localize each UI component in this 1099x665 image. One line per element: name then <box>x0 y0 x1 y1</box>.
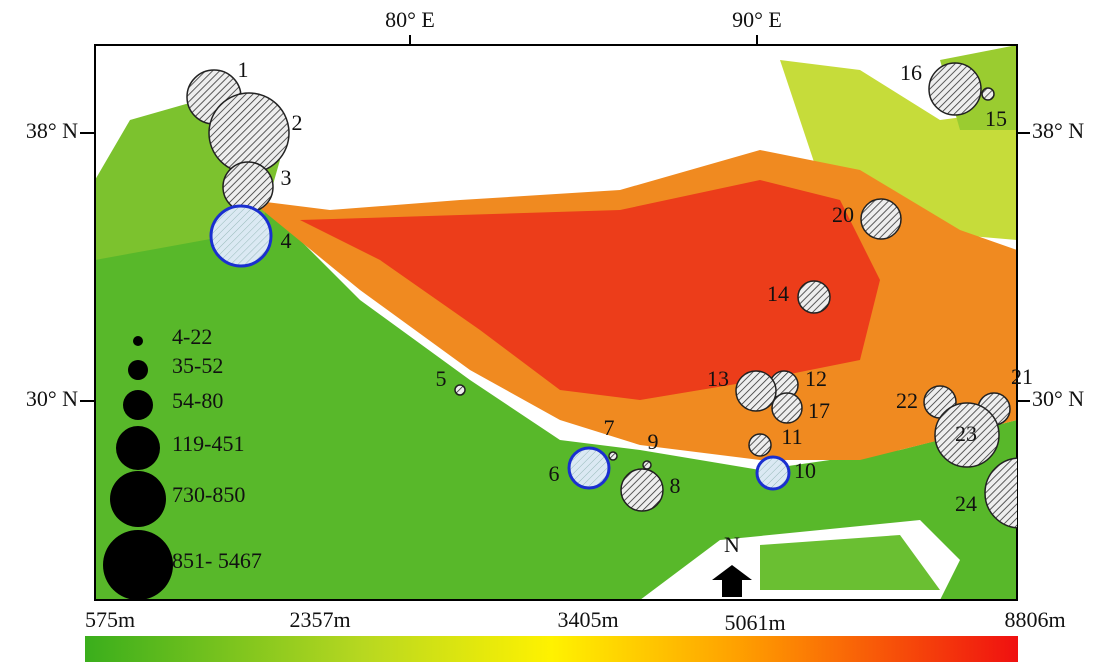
lon-label: 80° E <box>385 7 435 32</box>
site-label: 23 <box>955 421 977 446</box>
site-circle <box>223 162 273 212</box>
site-circle <box>209 93 289 173</box>
site-label: 4 <box>281 228 292 253</box>
site-label: 16 <box>900 60 922 85</box>
site-label: 8 <box>670 473 681 498</box>
site-circle <box>757 457 789 489</box>
legend-label: 851- 5467 <box>172 548 262 573</box>
site-circle <box>749 434 771 456</box>
site-label: 14 <box>767 281 789 306</box>
legend-circle <box>133 336 143 346</box>
colorbar-label: 8806m <box>1004 607 1065 632</box>
site-label: 5 <box>436 366 447 391</box>
colorbar <box>85 636 1018 662</box>
site-label: 20 <box>832 202 854 227</box>
site-circle <box>772 393 802 423</box>
site-circle <box>736 371 776 411</box>
site-circle <box>211 206 271 266</box>
colorbar-label: 3405m <box>557 607 618 632</box>
site-label: 24 <box>955 491 977 516</box>
site-label: 6 <box>549 461 560 486</box>
site-circle <box>569 448 609 488</box>
legend-label: 4-22 <box>172 324 212 349</box>
site-circle <box>982 88 994 100</box>
lat-label: 38° N <box>26 118 78 143</box>
colorbar-label: 5061m <box>724 610 785 635</box>
north-label: N <box>724 532 740 557</box>
legend-label: 730-850 <box>172 482 245 507</box>
site-label: 3 <box>281 165 292 190</box>
legend-circle <box>128 360 148 380</box>
lon-label: 90° E <box>732 7 782 32</box>
site-label: 1 <box>238 57 249 82</box>
legend-circle <box>123 390 153 420</box>
site-circle <box>609 452 617 460</box>
lat-label: 38° N <box>1032 118 1084 143</box>
site-circle <box>621 469 663 511</box>
legend-circle <box>116 426 160 470</box>
site-label: 10 <box>794 458 816 483</box>
site-label: 7 <box>604 415 615 440</box>
site-label: 15 <box>985 106 1007 131</box>
site-label: 22 <box>896 388 918 413</box>
site-circle <box>861 199 901 239</box>
lat-label: 30° N <box>26 386 78 411</box>
legend-label: 54-80 <box>172 388 223 413</box>
site-circle <box>455 385 465 395</box>
site-circle <box>929 63 981 115</box>
site-label: 12 <box>805 366 827 391</box>
map-figure: 80° E90° E38° N38° N30° N30° N1234567891… <box>0 0 1099 665</box>
legend-circle <box>110 471 166 527</box>
site-label: 9 <box>648 429 659 454</box>
legend-circle <box>103 530 173 600</box>
legend-label: 35-52 <box>172 353 223 378</box>
site-label: 11 <box>781 424 802 449</box>
site-circle <box>643 461 651 469</box>
lat-label: 30° N <box>1032 386 1084 411</box>
colorbar-label: 575m <box>85 607 135 632</box>
site-label: 13 <box>707 366 729 391</box>
site-circle <box>985 458 1055 528</box>
colorbar-label: 2357m <box>289 607 350 632</box>
site-label: 2 <box>292 110 303 135</box>
legend-label: 119-451 <box>172 431 245 456</box>
site-label: 17 <box>808 398 830 423</box>
site-circle <box>798 281 830 313</box>
site-label: 21 <box>1011 364 1033 389</box>
